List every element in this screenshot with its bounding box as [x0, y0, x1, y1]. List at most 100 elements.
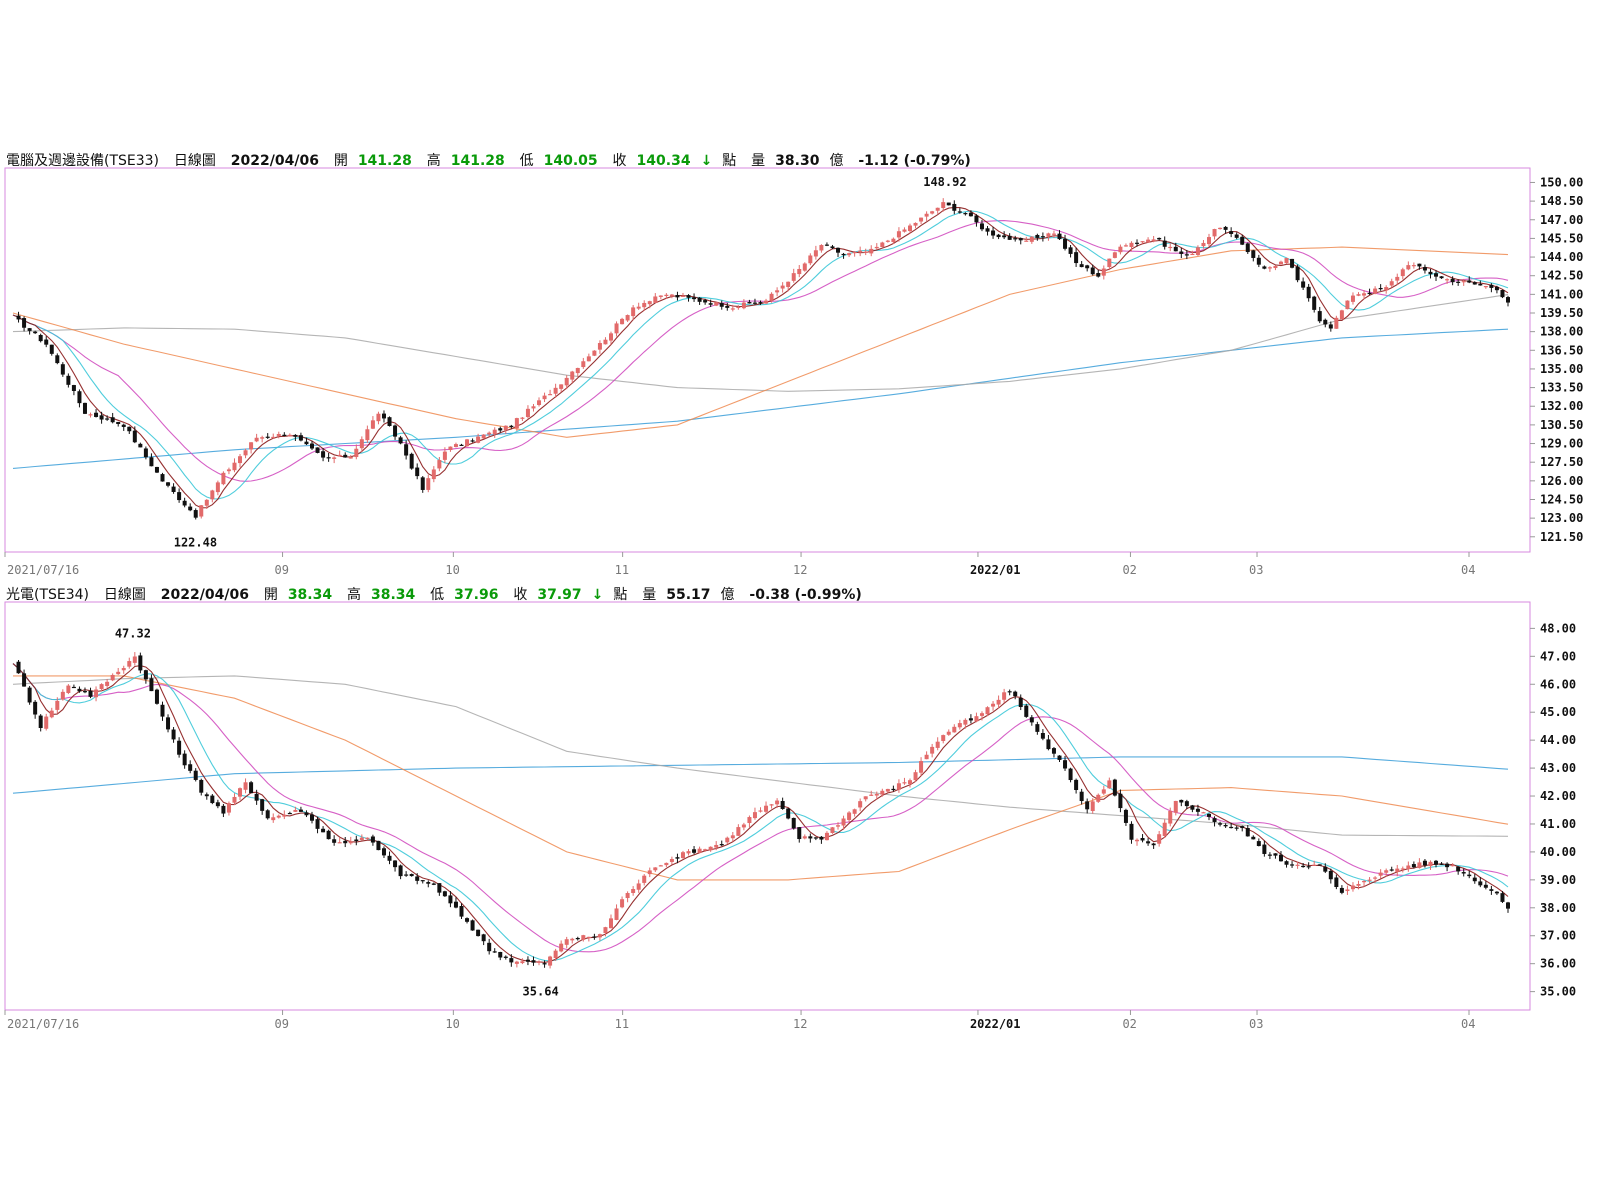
candle-down — [321, 828, 326, 833]
candle-up — [786, 281, 791, 287]
candle-down — [509, 425, 514, 427]
candle-down — [1434, 273, 1439, 277]
candle-up — [105, 681, 110, 686]
candle-up — [658, 865, 663, 867]
candle-up — [476, 436, 481, 443]
candle-up — [1450, 865, 1455, 867]
candle-up — [1312, 864, 1317, 866]
candle-down — [1035, 724, 1040, 732]
candle-down — [1389, 869, 1394, 871]
candle-down — [1367, 292, 1372, 295]
candle-down — [1328, 324, 1333, 329]
candle-up — [747, 817, 752, 824]
candle-down — [105, 418, 110, 420]
candle-down — [1063, 760, 1068, 769]
candle-up — [658, 295, 663, 297]
candle-down — [1079, 264, 1084, 268]
y-tick-label: 129.00 — [1540, 437, 1583, 451]
candle-down — [265, 810, 270, 819]
candle-up — [1118, 246, 1123, 253]
y-tick-label: 121.50 — [1540, 530, 1583, 544]
sma20-line — [12, 663, 1509, 953]
candle-down — [979, 223, 984, 230]
x-tick-label: 2022/01 — [970, 563, 1021, 577]
candle-down — [1290, 258, 1295, 268]
candle-down — [370, 836, 375, 843]
candle-down — [1096, 273, 1101, 277]
candle-down — [752, 302, 757, 304]
candle-down — [310, 443, 314, 449]
candle-up — [1384, 287, 1389, 291]
candle-down — [182, 500, 187, 506]
candle-up — [631, 307, 636, 317]
candle-down — [1018, 238, 1023, 241]
candle-down — [459, 906, 464, 917]
candle-down — [293, 434, 298, 437]
candle-down — [138, 655, 143, 671]
candle-up — [376, 413, 381, 422]
panel2-volume-label: 量 — [642, 587, 657, 603]
panel2-period: 日線圖 — [103, 587, 146, 603]
candle-down — [1074, 252, 1079, 264]
y-tick-label: 133.50 — [1540, 381, 1583, 395]
candle-down — [298, 809, 303, 812]
candle-up — [1356, 294, 1361, 296]
panel1-volume-label: 量 — [751, 153, 766, 169]
candle-up — [271, 436, 276, 439]
candle-down — [1467, 874, 1472, 877]
candle-down — [393, 425, 398, 437]
candle-up — [44, 716, 49, 729]
candle-down — [459, 444, 464, 446]
panel1-point-label: 點 — [722, 153, 737, 169]
candle-up — [858, 250, 863, 253]
candle-down — [692, 849, 697, 853]
candle-up — [1483, 286, 1488, 288]
candle-up — [481, 434, 486, 439]
candle-up — [597, 343, 602, 350]
candle-down — [1483, 884, 1488, 888]
candle-down — [891, 788, 896, 791]
candle-down — [1040, 732, 1045, 739]
candle-down — [1262, 266, 1267, 269]
candle-down — [160, 704, 165, 717]
panel2-low-label: 低 — [430, 587, 445, 603]
candle-up — [1146, 239, 1151, 243]
panel1-change: -1.12 (-0.79%) — [858, 153, 971, 169]
x-tick-label: 12 — [793, 563, 807, 577]
candle-down — [1439, 863, 1444, 865]
candle-up — [359, 837, 364, 841]
candle-down — [199, 779, 204, 793]
candle-up — [221, 472, 226, 485]
candle-up — [1162, 822, 1167, 836]
candle-up — [453, 444, 458, 448]
candle-down — [287, 812, 292, 815]
panel2-open-label: 開 — [263, 587, 278, 603]
candle-up — [1112, 252, 1117, 258]
candle-down — [791, 817, 796, 829]
candle-down — [99, 415, 104, 420]
candle-up — [293, 809, 298, 812]
candle-down — [498, 951, 503, 958]
y-tick-label: 123.00 — [1540, 511, 1583, 525]
candle-down — [22, 318, 27, 328]
candle-down — [780, 801, 785, 809]
candle-down — [758, 302, 763, 304]
y-tick-label: 130.50 — [1540, 418, 1583, 432]
candle-down — [1450, 278, 1455, 283]
y-tick-label: 124.50 — [1540, 492, 1583, 506]
candle-down — [249, 782, 254, 794]
candle-down — [332, 839, 337, 843]
candle-up — [553, 387, 558, 394]
candle-down — [1439, 276, 1444, 279]
candle-down — [465, 918, 470, 922]
panel1-open-label: 開 — [333, 153, 348, 169]
candle-up — [669, 294, 674, 297]
candle-up — [830, 827, 835, 834]
candle-up — [852, 809, 857, 814]
candle-down — [188, 764, 193, 771]
candle-down — [1267, 854, 1272, 856]
candle-up — [1411, 265, 1416, 267]
candle-up — [963, 719, 968, 725]
candle-down — [703, 300, 708, 303]
candle-down — [49, 344, 54, 354]
